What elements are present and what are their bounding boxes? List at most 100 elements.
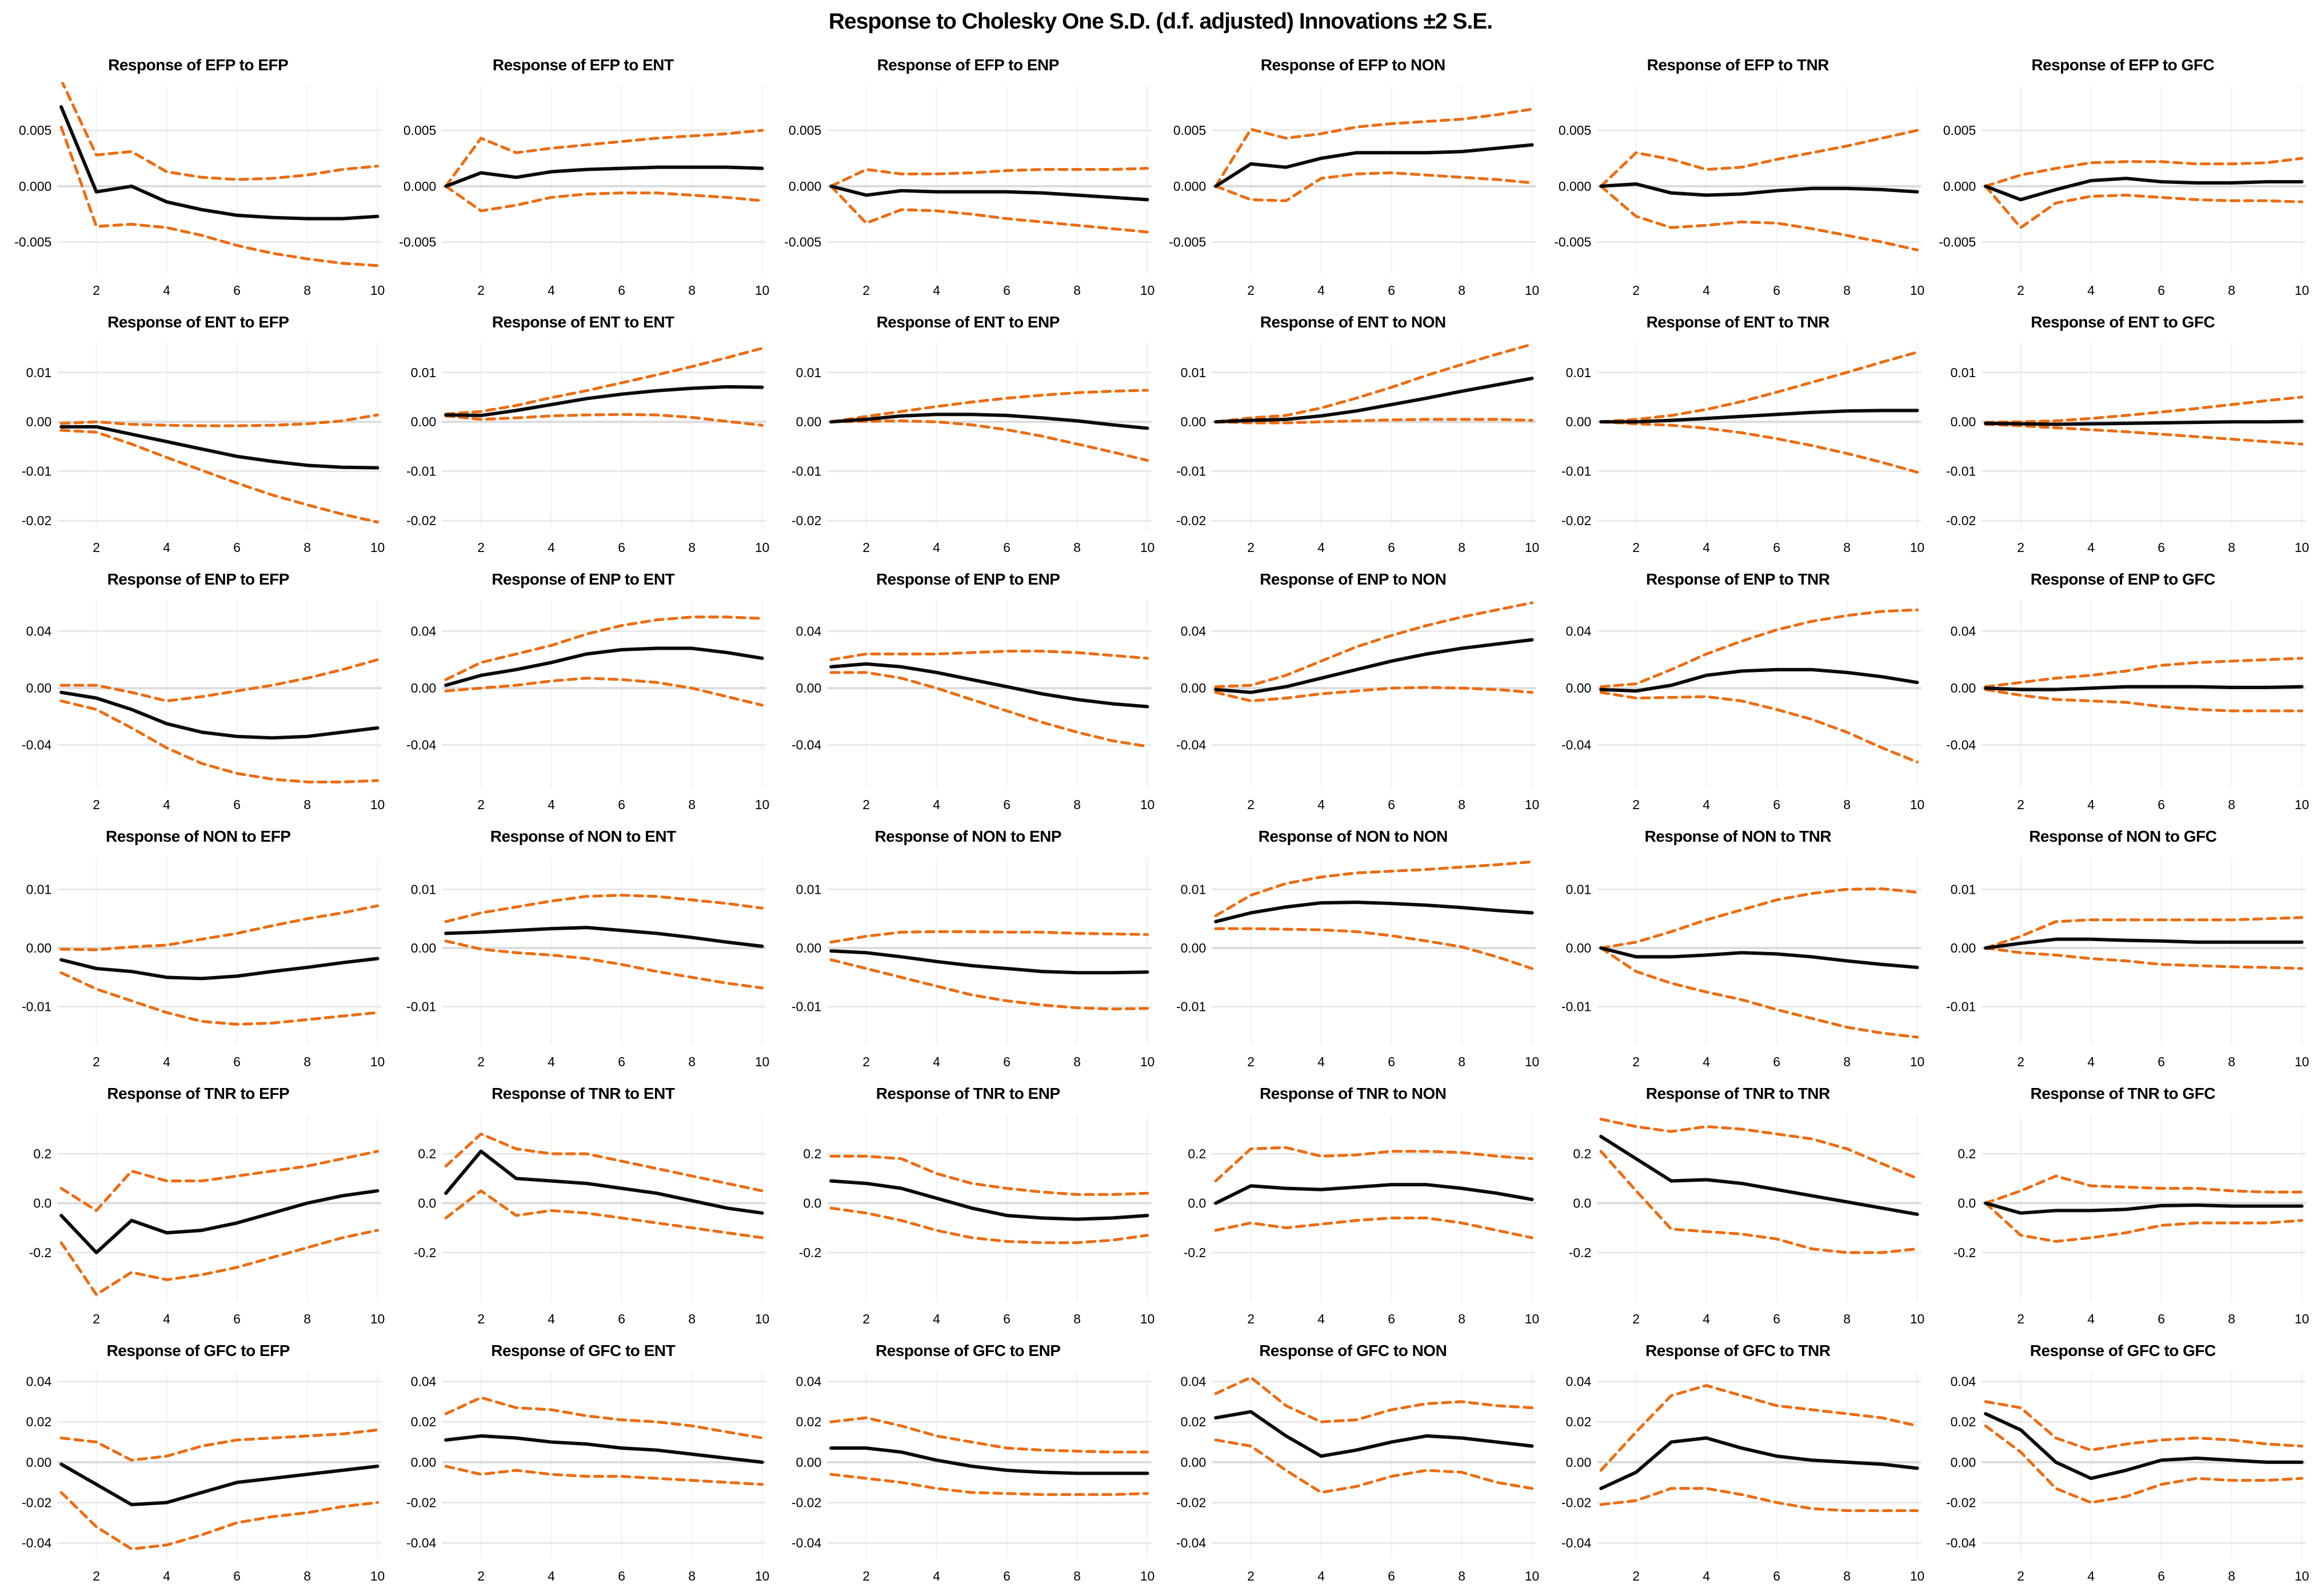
x-tick-label: 10: [1910, 1311, 1924, 1326]
lower-band-line: [59, 1229, 379, 1296]
response-line: [829, 662, 1149, 709]
y-tick-label: 0.00: [1181, 414, 1207, 429]
x-tick-label: 6: [618, 1054, 625, 1069]
x-tick-label: 10: [755, 540, 769, 555]
response-line: [1214, 1182, 1534, 1205]
y-tick-label: -0.2: [1954, 1245, 1976, 1260]
y-tick-label: 0.04: [411, 1374, 437, 1389]
y-tick-label: 0.00: [26, 941, 51, 955]
x-tick-label: 4: [2087, 1054, 2095, 1069]
y-tick-label: 0.00: [1951, 1455, 1976, 1470]
response-line: [829, 184, 1149, 202]
y-tick-label: -0.04: [406, 1535, 436, 1550]
y-tick-label: -0.005: [1169, 234, 1207, 249]
y-tick-label: -0.01: [1561, 463, 1591, 478]
x-tick-label: 6: [1003, 1054, 1010, 1069]
y-tick-label: 0.005: [789, 123, 821, 138]
irf-subplot: Response of TNR to ENP 0.2 0.0 -0.2 2 4 6 8 10: [776, 1074, 1161, 1331]
y-tick-label: -0.02: [1561, 1495, 1591, 1510]
y-tick-label: 0.00: [1181, 941, 1207, 955]
irf-chart: 0.005 0.000 -0.005 2 4 6 8 10: [1939, 85, 2310, 298]
irf-subplot: Response of TNR to GFC 0.2 0.0 -0.2 2 4 6 8 10: [1931, 1074, 2316, 1331]
lower-band-line: [444, 185, 764, 213]
response-line: [1984, 1411, 2304, 1480]
x-tick-label: 10: [755, 1311, 769, 1326]
x-tick-label: 6: [1388, 540, 1395, 555]
y-tick-label: 0.00: [796, 941, 821, 955]
lower-band-line: [59, 1491, 379, 1551]
y-tick-label: -0.005: [784, 234, 821, 249]
irf-subplot: Response of ENP to TNR 0.04 0.00 -0.04 2 4 6 8…: [1545, 560, 1931, 817]
x-tick-label: 4: [548, 797, 555, 812]
y-tick-label: 0.01: [26, 365, 51, 380]
lower-band-line: [1984, 688, 2304, 713]
response-line: [59, 1462, 379, 1506]
y-tick-label: 0.01: [796, 365, 821, 380]
x-tick-label: 2: [1247, 283, 1255, 298]
lower-band-line: [1984, 946, 2304, 970]
response-line: [1214, 143, 1534, 188]
subplot-title: Response of NON to ENT: [490, 827, 677, 845]
upper-band-line: [1599, 129, 1919, 188]
upper-band-line: [59, 1150, 379, 1212]
x-tick-label: 10: [370, 1054, 385, 1069]
irf-subplot: Response of TNR to ENT 0.2 0.0 -0.2 2 4 6 8 10: [391, 1074, 776, 1331]
x-tick-label: 6: [618, 797, 625, 812]
x-tick-label: 8: [688, 283, 696, 298]
y-tick-label: 0.2: [803, 1146, 821, 1161]
irf-chart: 0.04 0.02 0.00 -0.02 -0.04 2 4 6 8 10: [22, 1371, 385, 1583]
y-tick-label: 0.02: [1565, 1414, 1591, 1429]
response-line: [1984, 937, 2304, 950]
x-tick-label: 8: [303, 1569, 311, 1583]
x-tick-label: 10: [370, 1569, 385, 1583]
x-tick-label: 2: [477, 1311, 485, 1326]
y-tick-label: -0.01: [406, 999, 436, 1014]
x-tick-label: 8: [688, 1569, 696, 1583]
y-tick-label: -0.02: [1176, 513, 1206, 528]
x-tick-label: 6: [1388, 1569, 1395, 1583]
response-line: [1984, 177, 2304, 202]
x-tick-label: 10: [1910, 1569, 1924, 1583]
x-tick-label: 8: [1073, 1054, 1081, 1069]
lower-band-line: [1214, 1438, 1534, 1494]
x-tick-label: 10: [2295, 1569, 2309, 1583]
lower-band-line: [59, 125, 379, 267]
response-line: [1599, 1134, 1919, 1216]
y-tick-label: 0.01: [1951, 882, 1976, 897]
irf-chart: 0.04 0.02 0.00 -0.02 -0.04 2 4 6 8 10: [406, 1371, 770, 1583]
x-tick-label: 8: [1458, 1054, 1465, 1069]
y-tick-label: 0.01: [1181, 882, 1207, 897]
x-tick-label: 8: [1843, 797, 1851, 812]
x-tick-label: 4: [1703, 1054, 1710, 1069]
subplot-title: Response of EFP to ENP: [877, 56, 1060, 74]
subplot-title: Response of GFC to ENP: [876, 1342, 1061, 1359]
x-tick-label: 2: [2017, 1311, 2024, 1326]
response-line: [1984, 685, 2304, 691]
x-tick-label: 10: [1525, 797, 1539, 812]
x-tick-label: 6: [618, 1311, 625, 1326]
x-tick-label: 4: [548, 1054, 555, 1069]
x-tick-label: 4: [548, 1311, 555, 1326]
response-line: [829, 413, 1149, 430]
y-tick-label: -0.01: [1176, 463, 1206, 478]
y-tick-label: 0.00: [411, 1455, 437, 1470]
subplot-title: Response of TNR to GFC: [2030, 1085, 2216, 1102]
irf-chart: 0.2 0.0 -0.2 2 4 6 8 10: [1569, 1114, 1924, 1326]
x-tick-label: 8: [303, 1311, 311, 1326]
y-tick-label: 0.000: [1943, 179, 1976, 194]
y-tick-label: 0.00: [411, 414, 437, 429]
y-tick-label: -0.01: [1946, 999, 1976, 1014]
y-tick-label: 0.04: [1565, 1374, 1591, 1389]
x-tick-label: 6: [618, 1569, 625, 1583]
upper-band-line: [1599, 1383, 1919, 1472]
x-tick-label: 4: [1703, 540, 1710, 555]
lower-band-line: [1984, 185, 2304, 229]
x-tick-label: 2: [2017, 540, 2024, 555]
x-tick-label: 10: [1140, 283, 1154, 298]
x-tick-label: 6: [233, 540, 241, 555]
y-tick-label: 0.02: [411, 1414, 437, 1429]
irf-subplot: Response of ENP to ENP 0.04 0.00 -0.04 2 4 6 8…: [776, 560, 1161, 817]
lower-band-line: [829, 958, 1149, 1011]
upper-band-line: [1214, 107, 1534, 188]
